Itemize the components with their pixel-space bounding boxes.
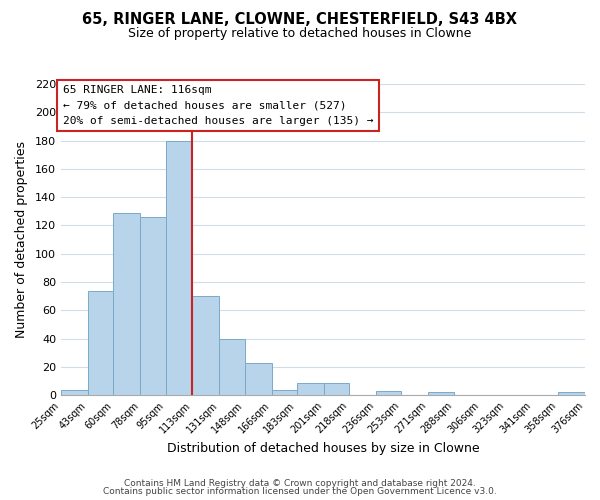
- Bar: [376, 391, 401, 396]
- Bar: [297, 382, 324, 396]
- Text: Contains HM Land Registry data © Crown copyright and database right 2024.: Contains HM Land Registry data © Crown c…: [124, 478, 476, 488]
- Text: Size of property relative to detached houses in Clowne: Size of property relative to detached ho…: [128, 28, 472, 40]
- Bar: [272, 390, 297, 396]
- Bar: [140, 217, 166, 396]
- Bar: [324, 382, 349, 396]
- Bar: [245, 362, 272, 396]
- Bar: [166, 140, 193, 396]
- Bar: [61, 390, 88, 396]
- Text: 65, RINGER LANE, CLOWNE, CHESTERFIELD, S43 4BX: 65, RINGER LANE, CLOWNE, CHESTERFIELD, S…: [83, 12, 517, 28]
- X-axis label: Distribution of detached houses by size in Clowne: Distribution of detached houses by size …: [167, 442, 479, 455]
- Bar: [219, 338, 245, 396]
- Y-axis label: Number of detached properties: Number of detached properties: [15, 141, 28, 338]
- Text: Contains public sector information licensed under the Open Government Licence v3: Contains public sector information licen…: [103, 487, 497, 496]
- Text: 65 RINGER LANE: 116sqm
← 79% of detached houses are smaller (527)
20% of semi-de: 65 RINGER LANE: 116sqm ← 79% of detached…: [62, 86, 373, 126]
- Bar: [558, 392, 585, 396]
- Bar: [88, 290, 113, 396]
- Bar: [193, 296, 219, 396]
- Bar: [113, 213, 140, 396]
- Bar: [428, 392, 454, 396]
